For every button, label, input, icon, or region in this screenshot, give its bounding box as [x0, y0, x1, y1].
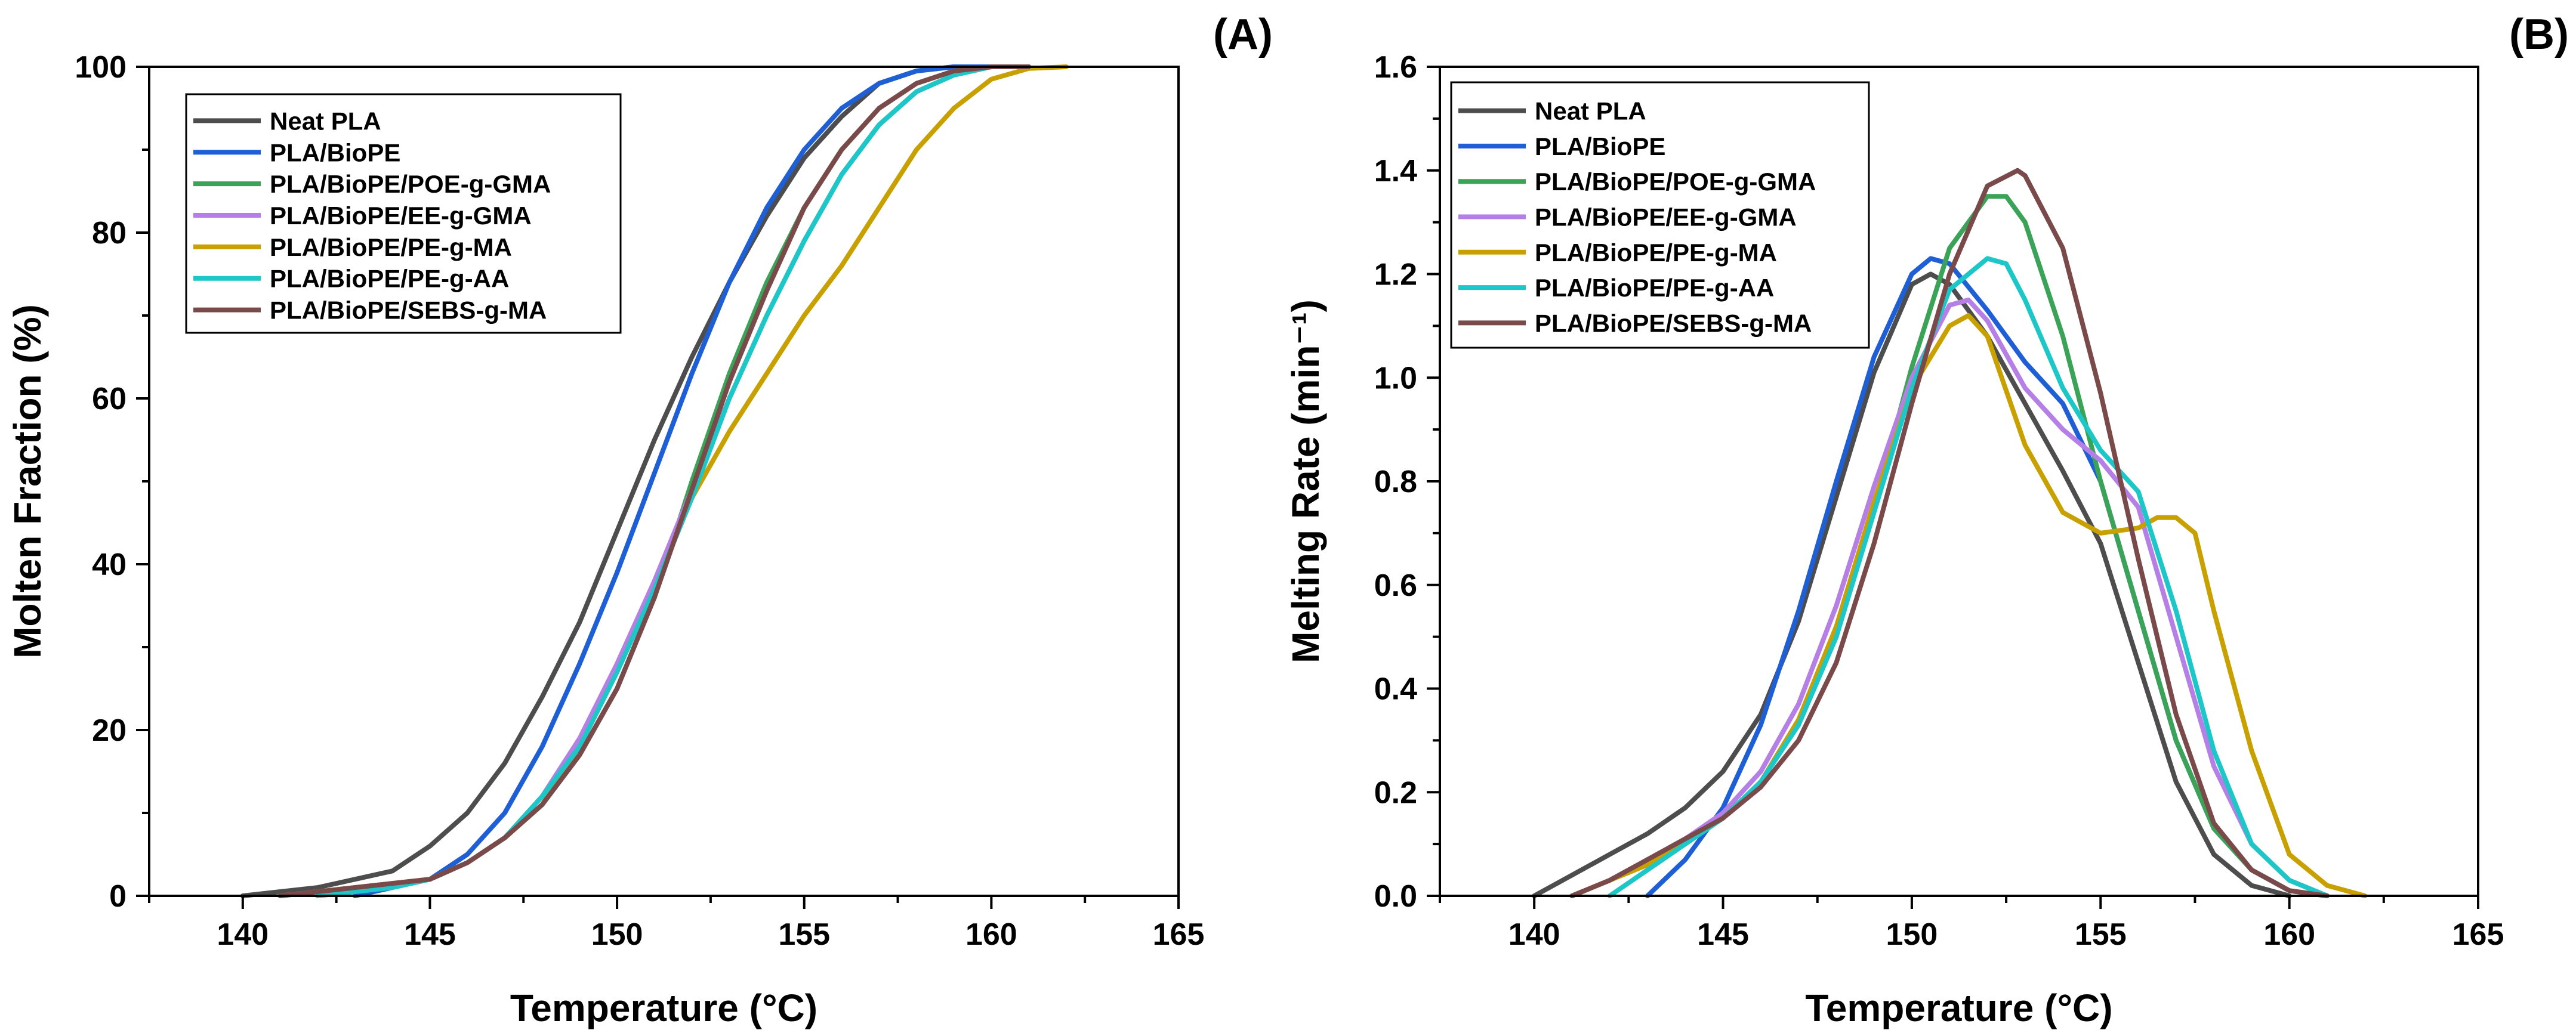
legend-entry: PLA/BioPE/SEBS-g-MA — [270, 296, 547, 324]
x-tick-label: 150 — [1886, 917, 1938, 952]
legend-entry: PLA/BioPE/PE-g-MA — [270, 233, 512, 261]
series-line-b-4 — [1569, 313, 2368, 898]
y-tick-label: 1.6 — [1374, 50, 1417, 85]
legend-entry: PLA/BioPE/POE-g-GMA — [1535, 168, 1816, 196]
legend-entry: PLA/BioPE/EE-g-GMA — [270, 202, 532, 230]
legend-entry: PLA/BioPE/EE-g-GMA — [1535, 203, 1797, 231]
chart-panel-a: 140 145 150 155 160 165 0 20 40 60 80 100 Temperatur… — [6, 11, 1273, 1029]
series-line-a-6 — [277, 64, 1032, 898]
legend-entry: PLA/BioPE — [270, 138, 400, 166]
y-tick-label: 80 — [92, 216, 127, 251]
x-tick-label: 155 — [778, 917, 830, 952]
legend-entry: PLA/BioPE/PE-g-MA — [1535, 239, 1777, 267]
y-tick-label: 20 — [92, 713, 127, 748]
x-tick-label: 165 — [2452, 917, 2504, 952]
x-tick-label: 140 — [1508, 917, 1560, 952]
legend: Neat PLA PLA/BioPE PLA/BioPE/POE-g-GMA PLA/… — [185, 93, 622, 334]
chart-panel-b: 140 145 150 155 160 165 0.0 0.2 0.4 0.6 0.8 1.0 1.2 1… — [1284, 11, 2569, 1029]
series-line-b-6 — [1569, 168, 2330, 898]
y-tick-label: 1.4 — [1374, 154, 1417, 188]
x-axis-title: Temperature (°C) — [510, 986, 817, 1029]
x-tick-label: 160 — [2263, 917, 2315, 952]
x-axis-title: Temperature (°C) — [1805, 986, 2112, 1029]
y-axis-title: Melting Rate (min⁻¹) — [1284, 299, 1327, 663]
y-tick-label: 0.4 — [1374, 672, 1417, 707]
legend-entry: PLA/BioPE — [1535, 132, 1665, 160]
x-tick-label: 160 — [965, 917, 1017, 952]
series-group — [1532, 168, 2368, 898]
y-tick-label: 0.8 — [1374, 465, 1417, 499]
x-tick-label: 155 — [2075, 917, 2127, 952]
legend-entry: PLA/BioPE/PE-g-AA — [270, 265, 509, 293]
y-tick-label: 100 — [75, 50, 127, 85]
x-tick-label: 150 — [591, 917, 643, 952]
y-axis-title: Molten Fraction (%) — [6, 304, 49, 658]
x-tick-label: 145 — [404, 917, 456, 952]
y-tick-label: 0.2 — [1374, 775, 1417, 810]
panel-label: (A) — [1213, 11, 1273, 58]
y-tick-label: 1.0 — [1374, 361, 1417, 395]
series-line-b-5 — [1607, 256, 2330, 898]
y-tick-label: 40 — [92, 548, 127, 582]
x-tick-label: 165 — [1153, 917, 1205, 952]
y-tick-label: 0.0 — [1374, 879, 1417, 914]
legend-entry: Neat PLA — [1535, 97, 1646, 125]
y-tick-label: 0.6 — [1374, 568, 1417, 603]
series-group — [240, 64, 1069, 898]
legend-entry: PLA/BioPE/POE-g-GMA — [270, 170, 551, 198]
series-line-a-1 — [353, 64, 994, 898]
series-line-b-0 — [1532, 271, 2292, 898]
x-tick-label: 145 — [1697, 917, 1749, 952]
y-tick-label: 1.2 — [1374, 258, 1417, 292]
x-tick-label: 140 — [217, 917, 269, 952]
panel-label: (B) — [2509, 11, 2569, 58]
legend-entry: PLA/BioPE/PE-g-AA — [1535, 274, 1774, 302]
legend-entry: Neat PLA — [270, 107, 381, 135]
series-line-b-1 — [1645, 256, 2330, 898]
y-tick-label: 0 — [109, 879, 127, 914]
legend: Neat PLA PLA/BioPE PLA/BioPE/POE-g-GMA PLA/… — [1450, 81, 1870, 349]
legend-entry: PLA/BioPE/SEBS-g-MA — [1535, 309, 1812, 337]
y-tick-label: 60 — [92, 382, 127, 416]
